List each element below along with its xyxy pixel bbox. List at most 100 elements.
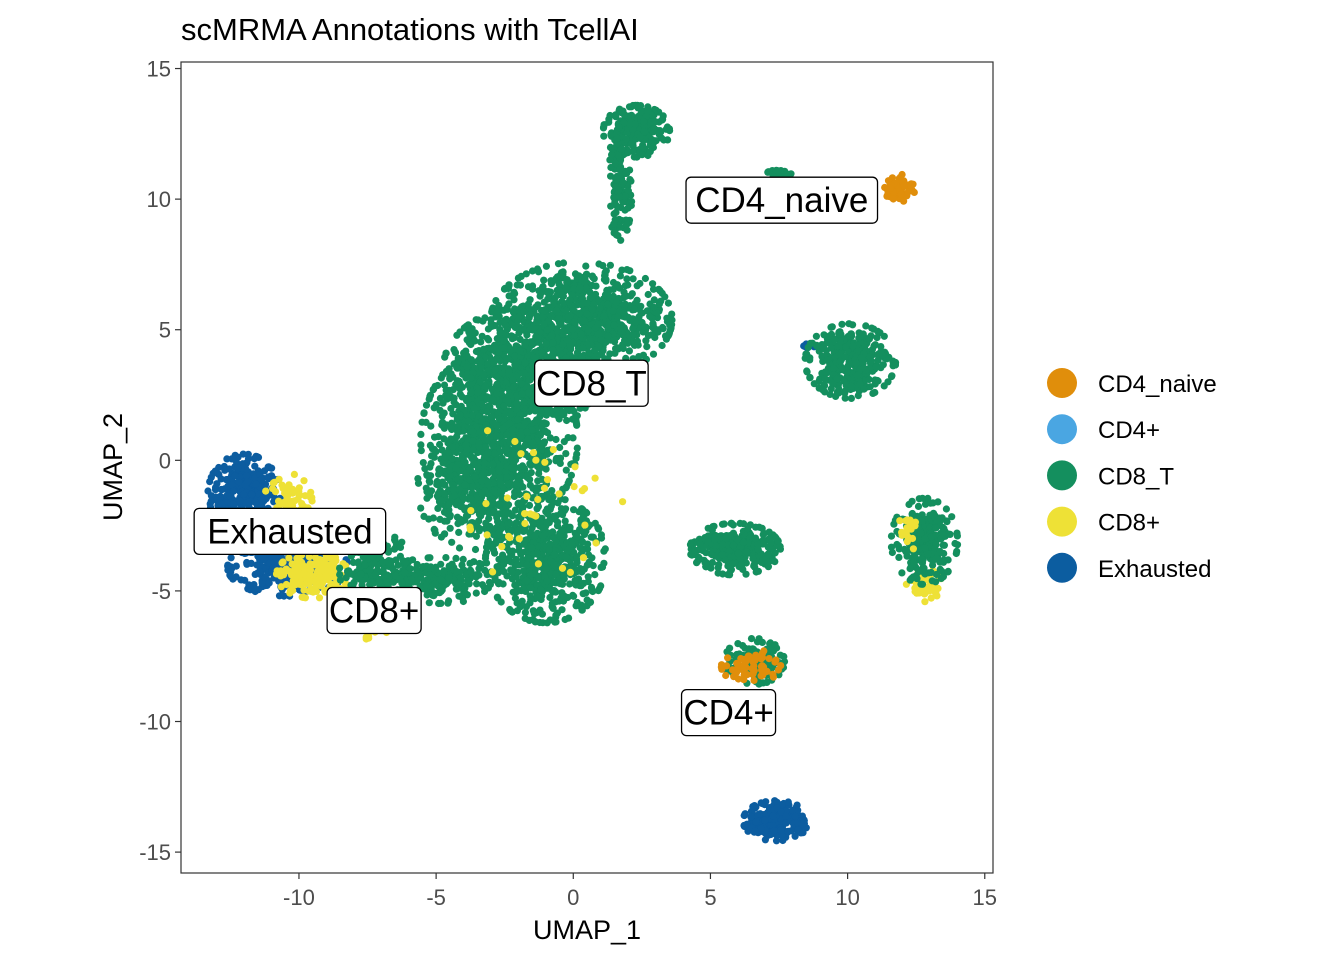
data-point [496, 462, 504, 471]
data-point [417, 504, 425, 512]
data-point [229, 455, 238, 463]
data-point [497, 525, 505, 533]
data-point [452, 554, 460, 563]
data-point [513, 599, 521, 607]
data-point [248, 490, 256, 499]
data-point [426, 463, 434, 471]
data-point [527, 595, 535, 603]
data-point [540, 419, 548, 427]
data-point [583, 596, 591, 604]
data-point [492, 537, 500, 545]
data-point [524, 435, 532, 443]
data-point [568, 540, 576, 548]
data-point [472, 316, 480, 324]
data-point [359, 553, 367, 561]
data-point [591, 571, 599, 579]
data-point [521, 608, 530, 617]
data-point [622, 292, 630, 300]
data-point [270, 478, 278, 486]
data-point [226, 571, 234, 579]
data-point [441, 481, 449, 489]
data-point [426, 391, 435, 399]
data-point [366, 580, 374, 589]
data-point [437, 599, 445, 608]
data-point [478, 417, 486, 425]
data-point [577, 582, 585, 590]
data-point [348, 570, 356, 578]
data-point [452, 464, 460, 472]
data-point [417, 430, 425, 438]
data-point [570, 483, 578, 491]
data-point [583, 310, 591, 318]
data-point [476, 378, 484, 386]
data-point [555, 314, 563, 323]
data-point [316, 574, 324, 582]
data-point [554, 260, 563, 268]
data-point [396, 552, 404, 560]
data-point [493, 335, 501, 343]
data-point [483, 334, 492, 343]
data-point [491, 322, 499, 330]
data-point [262, 487, 270, 495]
data-point [503, 494, 511, 502]
data-point [453, 364, 461, 372]
data-point [379, 567, 387, 576]
data-point [582, 508, 590, 516]
data-point [232, 562, 240, 570]
data-point [509, 376, 517, 384]
data-point [325, 554, 333, 562]
data-point [553, 609, 562, 617]
data-point [520, 308, 528, 316]
data-point [549, 339, 557, 347]
data-point [239, 450, 247, 458]
data-point [519, 483, 527, 491]
data-point [659, 325, 667, 333]
data-point [495, 500, 503, 508]
data-point [442, 367, 450, 376]
data-point [240, 490, 248, 498]
data-point [635, 313, 643, 321]
data-point [531, 618, 540, 626]
data-point [206, 478, 214, 486]
data-point [543, 518, 551, 526]
data-point [280, 498, 288, 506]
data-point [534, 268, 543, 276]
data-point [636, 279, 644, 288]
data-point [488, 467, 496, 475]
data-point [517, 380, 526, 388]
data-point [432, 448, 440, 456]
data-point [515, 535, 523, 543]
data-point [623, 266, 631, 274]
data-point [482, 500, 490, 508]
data-point [497, 598, 505, 606]
data-point [434, 490, 442, 498]
data-point [540, 320, 548, 328]
data-point [292, 574, 300, 582]
data-point [499, 580, 507, 588]
data-point [306, 566, 315, 574]
data-point [506, 520, 514, 528]
data-point [559, 408, 567, 416]
data-point [641, 323, 649, 331]
data-point [431, 580, 439, 588]
data-point [225, 492, 234, 500]
data-point [391, 536, 399, 544]
data-point [500, 344, 509, 352]
data-point [550, 298, 558, 306]
data-point [448, 455, 456, 463]
data-point [578, 294, 587, 303]
data-point [597, 531, 606, 539]
data-point [312, 554, 320, 562]
data-point [494, 517, 502, 526]
data-point [504, 397, 512, 405]
data-point [626, 316, 634, 325]
data-point [528, 544, 536, 552]
data-point [493, 421, 501, 430]
data-point [579, 554, 588, 562]
data-point [256, 568, 264, 576]
data-point [458, 383, 466, 391]
data-point [633, 337, 642, 345]
data-point [437, 587, 445, 595]
data-point [231, 472, 239, 480]
data-point [453, 567, 461, 576]
